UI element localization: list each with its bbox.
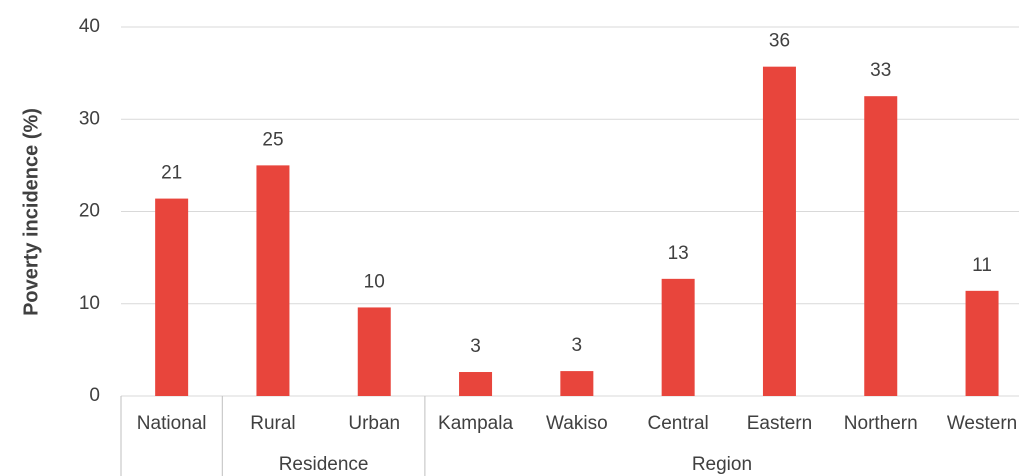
- bar: [661, 278, 695, 396]
- x-tick-label: Rural: [250, 413, 295, 434]
- bar: [965, 290, 999, 396]
- y-tick-label: 30: [79, 108, 100, 129]
- bar: [256, 165, 290, 396]
- y-axis-label: Poverty incidence (%): [20, 108, 42, 316]
- x-tick-label: Kampala: [438, 413, 513, 434]
- bar: [459, 372, 493, 396]
- x-tick-label: Central: [648, 413, 709, 434]
- y-tick-label: 20: [79, 201, 100, 222]
- value-label: 36: [769, 31, 790, 52]
- x-tick-label: Urban: [348, 413, 400, 434]
- value-label: 33: [870, 60, 891, 81]
- x-tick-label: Western: [947, 413, 1017, 434]
- bar: [864, 96, 898, 396]
- bar: [560, 371, 594, 396]
- y-tick-label: 40: [79, 16, 100, 37]
- value-label: 21: [161, 163, 182, 184]
- bar: [762, 66, 796, 396]
- x-tick-label: Northern: [844, 413, 918, 434]
- y-tick-label: 0: [89, 385, 100, 406]
- value-label: 11: [972, 255, 992, 276]
- value-label: 25: [262, 129, 283, 150]
- value-label: 10: [364, 271, 385, 292]
- bar: [357, 307, 391, 396]
- value-label: 3: [572, 335, 583, 356]
- group-label: Residence: [279, 454, 369, 475]
- x-tick-label: Wakiso: [546, 413, 608, 434]
- group-label: Region: [692, 454, 752, 475]
- value-label: 3: [470, 336, 481, 357]
- x-tick-label: National: [137, 413, 207, 434]
- value-label: 13: [668, 243, 689, 264]
- x-tick-label: Eastern: [747, 413, 812, 434]
- y-tick-label: 10: [79, 293, 100, 314]
- bar: [155, 198, 189, 396]
